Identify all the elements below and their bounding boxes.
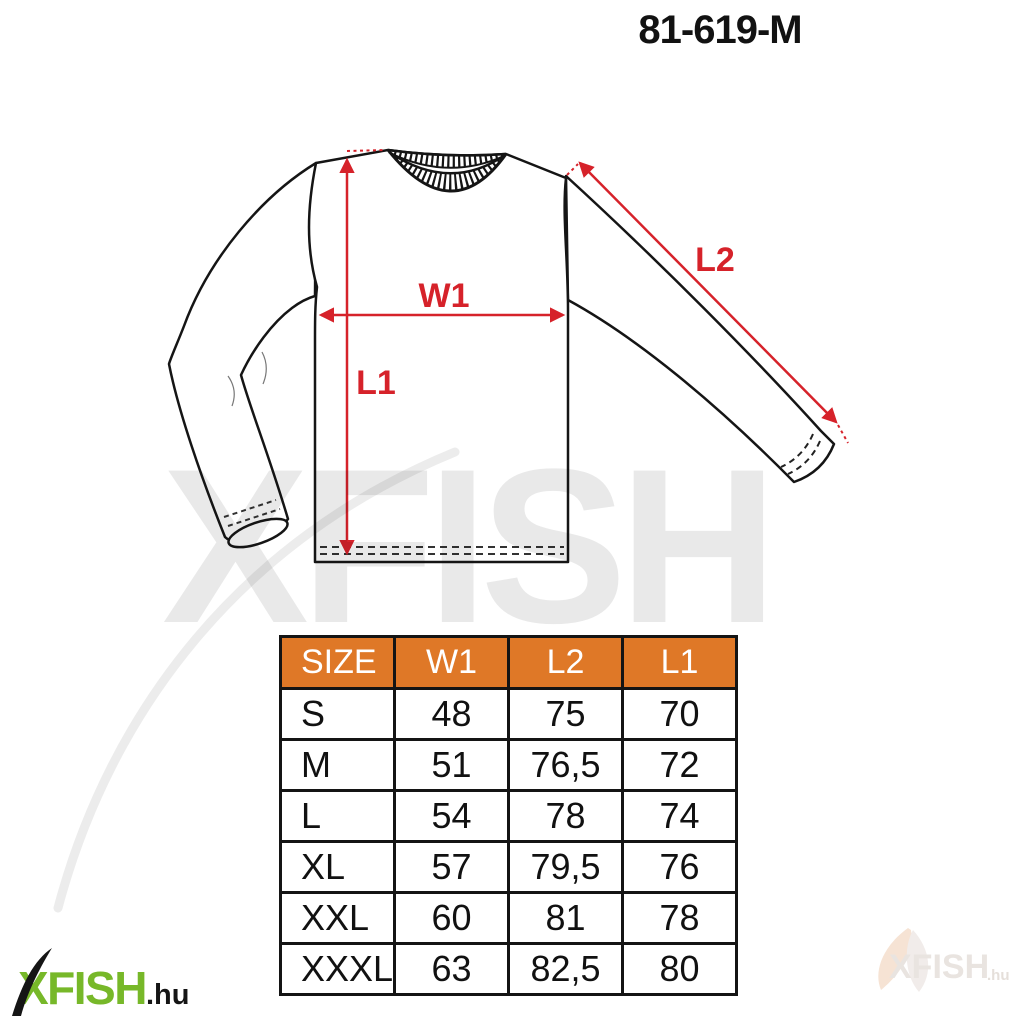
value-cell: 81: [507, 891, 624, 945]
size-table-body: S 48 75 70 M 51 76,5 72 L 54 78 74 XL 57 79,5 76 XXL 60 81…: [279, 687, 738, 996]
size-table-head-row: SIZE W1 L2 L1: [279, 635, 738, 690]
size-cell: XL: [279, 840, 396, 894]
value-cell: 80: [621, 942, 738, 996]
size-cell: S: [279, 687, 396, 741]
right-cuff-stitches: [780, 433, 814, 468]
brand-logo: XFISH .hu: [6, 940, 246, 1024]
value-cell: 57: [393, 840, 510, 894]
header-cell: W1: [393, 635, 510, 690]
size-cell: XXL: [279, 891, 396, 945]
value-cell: 79,5: [507, 840, 624, 894]
table-row: S 48 75 70: [279, 687, 738, 741]
size-cell: XXXL: [279, 942, 396, 996]
l2-extension-dotted: [566, 163, 579, 176]
table-row: XXXL 63 82,5 80: [279, 942, 738, 996]
brand-logo-swoosh-icon: [12, 948, 52, 1016]
brand-logo-suffix: .hu: [146, 979, 190, 1011]
table-row: M 51 76,5 72: [279, 738, 738, 792]
header-cell: L2: [507, 635, 624, 690]
table-row: L 54 78 74: [279, 789, 738, 843]
value-cell: 72: [621, 738, 738, 792]
w1-label: W1: [419, 277, 470, 315]
right-sleeve: [564, 174, 836, 484]
table-row: XXL 60 81 78: [279, 891, 738, 945]
size-cell: L: [279, 789, 396, 843]
size-table: SIZE W1 L2 L1 S 48 75 70 M 51 76,5 72 L 54 78 74 XL 57 79…: [279, 635, 738, 996]
value-cell: 75: [507, 687, 624, 741]
size-cell: M: [279, 738, 396, 792]
header-cell: L1: [621, 635, 738, 690]
value-cell: 63: [393, 942, 510, 996]
l2-arrow: [578, 161, 838, 424]
collar: [386, 148, 508, 193]
brand-logo-text: XFISH: [18, 962, 146, 1014]
value-cell: 76,5: [507, 738, 624, 792]
value-cell: 78: [621, 891, 738, 945]
value-cell: 51: [393, 738, 510, 792]
l2-label: L2: [695, 241, 735, 279]
l1-label: L1: [356, 364, 396, 402]
value-cell: 48: [393, 687, 510, 741]
measurements: [318, 149, 849, 556]
header-cell: SIZE: [279, 635, 396, 690]
page-title: 81-619-M: [638, 8, 802, 52]
left-sleeve: [167, 161, 318, 549]
value-cell: 70: [621, 687, 738, 741]
value-cell: 76: [621, 840, 738, 894]
value-cell: 54: [393, 789, 510, 843]
value-cell: 60: [393, 891, 510, 945]
value-cell: 82,5: [507, 942, 624, 996]
value-cell: 78: [507, 789, 624, 843]
table-row: XL 57 79,5 76: [279, 840, 738, 894]
value-cell: 74: [621, 789, 738, 843]
